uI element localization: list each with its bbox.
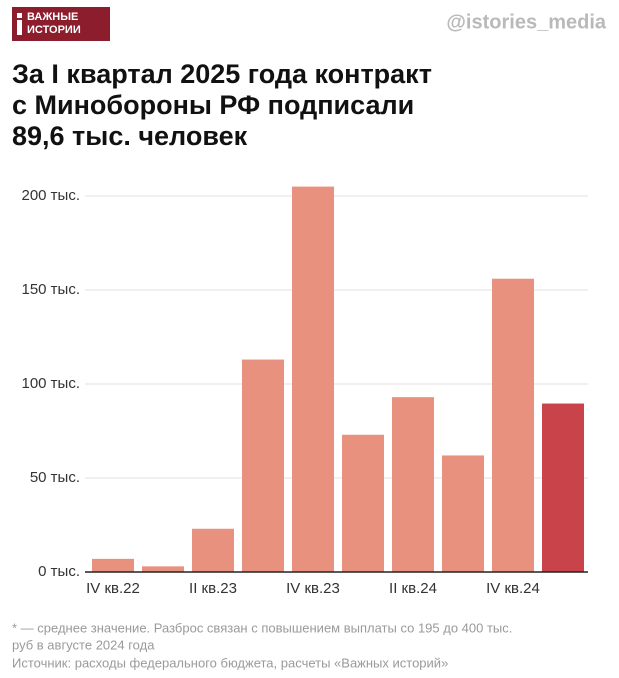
x-tick-label: IV кв.23 <box>286 580 340 597</box>
x-tick-label: IV кв.22 <box>86 580 140 597</box>
bar <box>92 558 134 572</box>
x-tick-label: II кв.24 <box>389 580 437 597</box>
y-tick-label: 50 тыс. <box>30 469 80 486</box>
source: Источник: расходы федерального бюджета, … <box>12 655 448 670</box>
chart-title: За I квартал 2025 года контракт <box>12 59 432 89</box>
footnote: * — среднее значение. Разброс связан с п… <box>12 620 512 635</box>
y-tick-label: 200 тыс. <box>21 187 80 204</box>
chart-title: 89,6 тыс. человек <box>12 121 248 151</box>
chart-title: с Минобороны РФ подписали <box>12 90 414 120</box>
bar <box>192 528 234 572</box>
bar <box>392 397 434 572</box>
y-tick-label: 150 тыс. <box>21 281 80 298</box>
y-tick-label: 100 тыс. <box>21 375 80 392</box>
x-tick-label: II кв.23 <box>189 580 237 597</box>
bar <box>492 278 534 572</box>
logo-box <box>12 7 110 41</box>
bar <box>442 455 484 572</box>
bar <box>142 566 184 572</box>
bar <box>342 434 384 572</box>
bar <box>542 403 584 572</box>
logo-icon <box>17 20 22 35</box>
bar <box>292 186 334 572</box>
handle: @istories_media <box>446 11 606 33</box>
bar <box>242 359 284 572</box>
footnote: руб в августе 2024 года <box>12 637 155 652</box>
logo-text: ВАЖНЫЕ <box>27 11 78 23</box>
logo-text: ИСТОРИИ <box>27 24 81 36</box>
logo-icon <box>17 13 22 18</box>
y-tick-label: 0 тыс. <box>38 563 80 580</box>
x-tick-label: IV кв.24 <box>486 580 540 597</box>
